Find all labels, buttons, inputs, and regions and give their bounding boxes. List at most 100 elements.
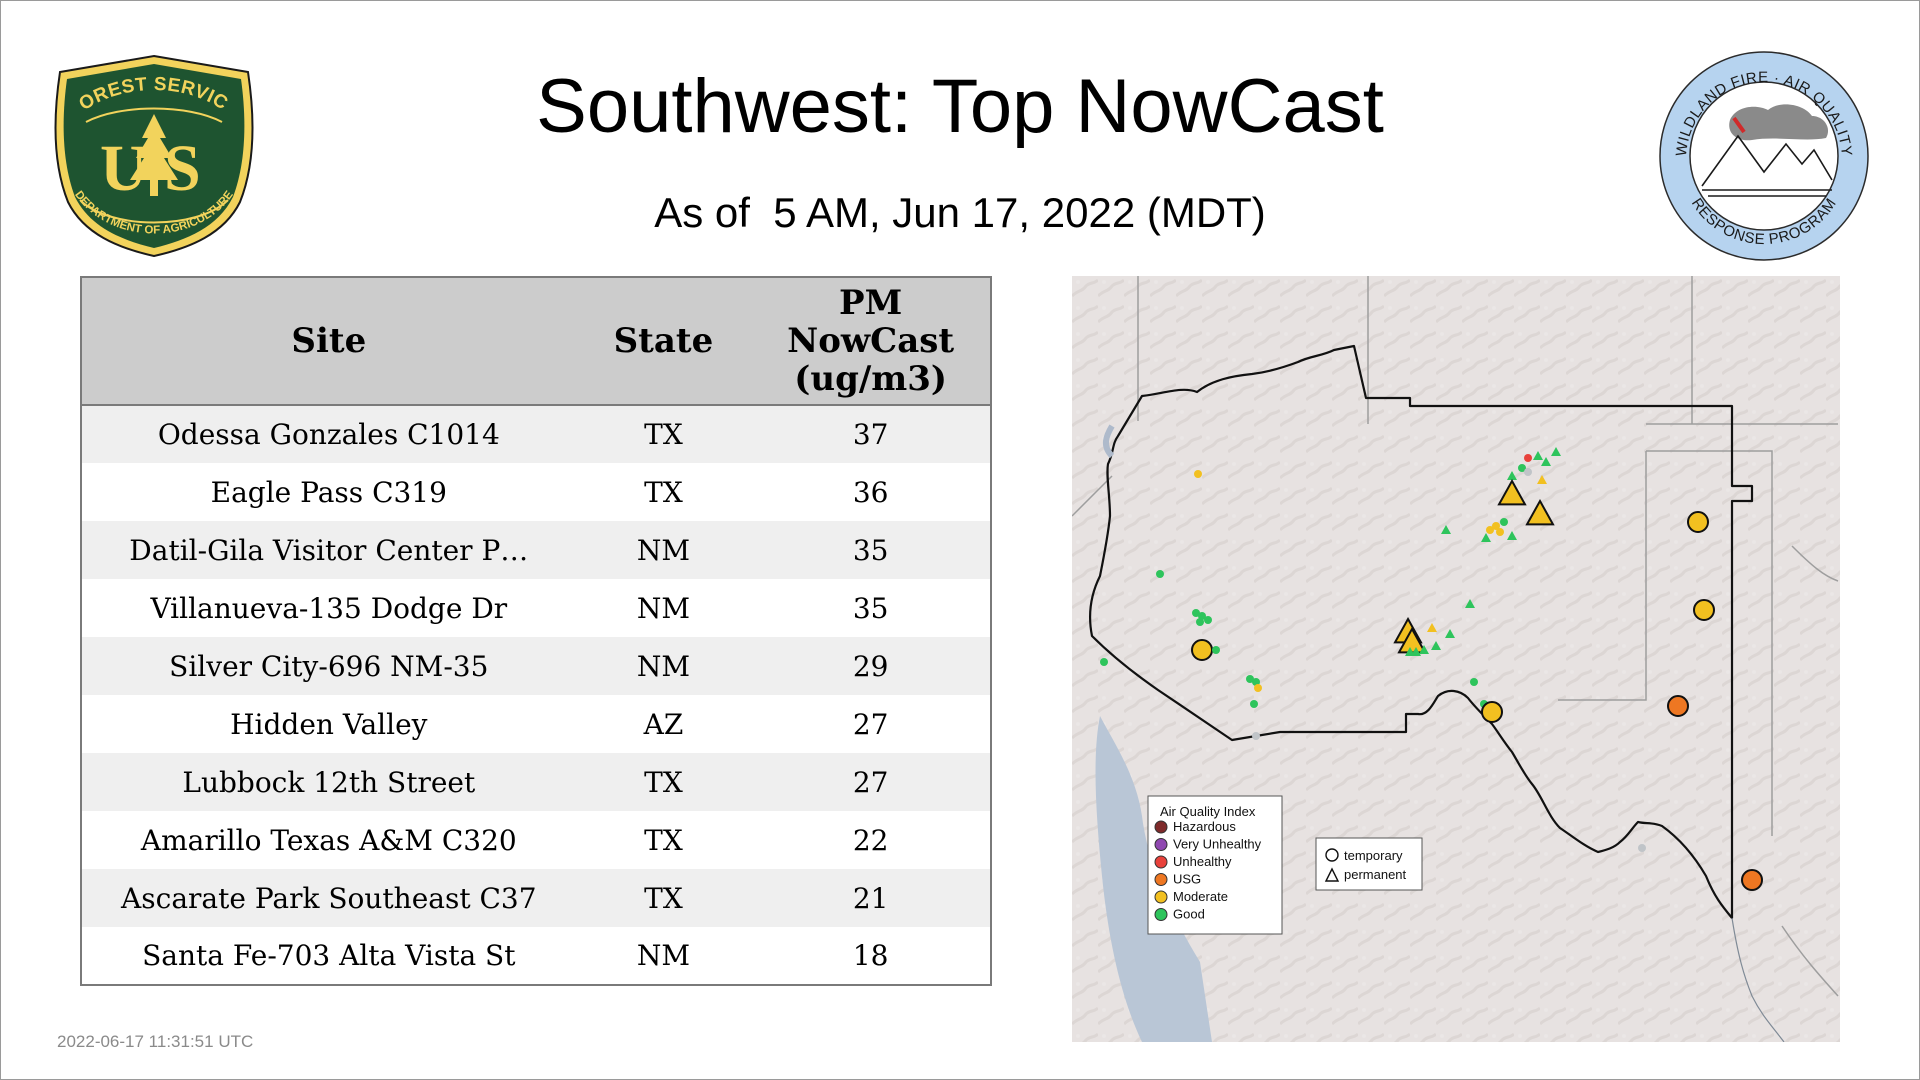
- permanent-monitor-marker: [1465, 599, 1475, 608]
- permanent-monitor-marker: [1441, 525, 1451, 534]
- permanent-monitor-marker: [1497, 478, 1527, 506]
- pm-value-cell: 27: [751, 695, 991, 753]
- temporary-monitor-marker: [1254, 684, 1262, 692]
- temporary-monitor-marker: [1500, 518, 1508, 526]
- temporary-monitor-marker: [1496, 528, 1504, 536]
- site-cell: Amarillo Texas A&M C320: [81, 811, 576, 869]
- table-row: Lubbock 12th Street TX 27: [81, 753, 991, 811]
- table-row: Hidden Valley AZ 27: [81, 695, 991, 753]
- map-markers: [1100, 447, 1763, 891]
- state-borders: [1072, 276, 1839, 997]
- site-cell: Santa Fe-703 Alta Vista St: [81, 927, 576, 985]
- site-cell: Silver City-696 NM-35: [81, 637, 576, 695]
- temporary-monitor-marker: [1252, 732, 1260, 740]
- state-cell: TX: [575, 811, 752, 869]
- site-cell: Villanueva-135 Dodge Dr: [81, 579, 576, 637]
- mountain-icon: [1701, 134, 1833, 197]
- temporary-monitor-marker: [1192, 609, 1200, 617]
- legend-swatch-unhealthy: [1154, 855, 1168, 869]
- state-cell: NM: [575, 579, 752, 637]
- legend-label: Very Unhealthy: [1173, 837, 1262, 852]
- legend-label: Unhealthy: [1173, 854, 1232, 869]
- table-row: Amarillo Texas A&M C320 TX 22: [81, 811, 991, 869]
- permanent-monitor-marker: [1533, 451, 1543, 460]
- site-cell: Ascarate Park Southeast C37: [81, 869, 576, 927]
- legend-swatch-moderate: [1154, 890, 1168, 904]
- pm-header-line-2: NowCast: [787, 321, 955, 361]
- table-row: Datil-Gila Visitor Center P… NM 35: [81, 521, 991, 579]
- site-cell: Hidden Valley: [81, 695, 576, 753]
- table-row: Silver City-696 NM-35 NM 29: [81, 637, 991, 695]
- temporary-monitor-marker: [1486, 526, 1494, 534]
- temporary-monitor-marker: [1194, 470, 1202, 478]
- table-row: Eagle Pass C319 TX 36: [81, 463, 991, 521]
- permanent-monitor-marker: [1537, 475, 1547, 484]
- column-header-site: Site: [81, 277, 576, 406]
- temporary-label: temporary: [1344, 848, 1403, 863]
- temporary-monitor-marker: [1693, 599, 1715, 621]
- pm-value-cell: 35: [751, 521, 991, 579]
- table-header-row: Site State PM NowCast (ug/m3): [81, 277, 991, 406]
- permanent-monitor-marker: [1541, 457, 1551, 466]
- legend-label: USG: [1173, 872, 1201, 887]
- permanent-monitor-marker: [1427, 623, 1437, 632]
- permanent-monitor-marker: [1525, 498, 1555, 526]
- temporary-monitor-marker: [1667, 695, 1689, 717]
- table-row: Villanueva-135 Dodge Dr NM 35: [81, 579, 991, 637]
- permanent-label: permanent: [1344, 867, 1407, 882]
- state-cell: TX: [575, 869, 752, 927]
- aqi-legend: Air Quality Index Hazardous Very Unhealth…: [1147, 795, 1283, 935]
- permanent-monitor-marker: [1507, 471, 1517, 480]
- temporary-monitor-marker: [1191, 639, 1213, 661]
- site-cell: Datil-Gila Visitor Center P…: [81, 521, 576, 579]
- temporary-monitor-marker: [1250, 700, 1258, 708]
- legend-swatch-usg: [1154, 873, 1168, 886]
- pm-value-cell: 18: [751, 927, 991, 985]
- temporary-monitor-marker: [1204, 616, 1212, 624]
- forest-service-logo: FOREST SERVICE DEPARTMENT OF AGRICULTURE…: [43, 36, 258, 258]
- page-subtitle: As of 5 AM, Jun 17, 2022 (MDT): [654, 189, 1266, 236]
- temporary-monitor-marker: [1741, 869, 1763, 891]
- permanent-monitor-marker: [1431, 641, 1441, 650]
- permanent-monitor-marker: [1551, 447, 1561, 456]
- permanent-monitor-marker: [1411, 647, 1421, 656]
- temporary-monitor-marker: [1481, 701, 1503, 723]
- permanent-triangle-icon: [1324, 867, 1340, 882]
- legend-label: Good: [1173, 907, 1205, 922]
- state-cell: TX: [575, 463, 752, 521]
- site-cell: Odessa Gonzales C1014: [81, 405, 576, 463]
- state-cell: NM: [575, 637, 752, 695]
- pine-tree-icon: [130, 114, 178, 196]
- region-outline: [1089, 344, 1754, 920]
- top-nowcast-table: Site State PM NowCast (ug/m3) Odessa Gon…: [80, 276, 992, 986]
- wildland-fire-logo: WILDLAND FIRE · AIR QUALITY RESPONSE PRO…: [1656, 48, 1872, 264]
- permanent-monitor-marker: [1445, 629, 1455, 638]
- pm-value-cell: 29: [751, 637, 991, 695]
- pm-value-cell: 27: [751, 753, 991, 811]
- temporary-monitor-marker: [1492, 522, 1500, 530]
- pm-value-cell: 37: [751, 405, 991, 463]
- temporary-monitor-marker: [1524, 454, 1532, 462]
- aqi-map: Air Quality Index Hazardous Very Unhealth…: [1072, 276, 1840, 1042]
- permanent-monitor-marker: [1507, 531, 1517, 540]
- temporary-monitor-marker: [1470, 678, 1478, 686]
- render-timestamp: 2022-06-17 11:31:51 UTC: [57, 1032, 254, 1051]
- flame-mark-icon: [1732, 116, 1746, 134]
- temporary-monitor-marker: [1518, 464, 1526, 472]
- temporary-monitor-marker: [1638, 844, 1646, 852]
- site-cell: Lubbock 12th Street: [81, 753, 576, 811]
- pm-value-cell: 22: [751, 811, 991, 869]
- temporary-monitor-marker: [1246, 675, 1254, 683]
- table-row: Santa Fe-703 Alta Vista St NM 18: [81, 927, 991, 985]
- pm-value-cell: 36: [751, 463, 991, 521]
- state-cell: TX: [575, 405, 752, 463]
- state-cell: NM: [575, 521, 752, 579]
- pm-value-cell: 35: [751, 579, 991, 637]
- temporary-monitor-marker: [1196, 618, 1204, 626]
- permanent-monitor-marker: [1481, 533, 1491, 542]
- pm-header-line-1: PM: [839, 283, 903, 323]
- legend-label: Hazardous: [1173, 819, 1236, 834]
- smoke-cloud-icon: [1729, 104, 1829, 141]
- state-cell: NM: [575, 927, 752, 985]
- permanent-monitor-marker: [1419, 645, 1429, 654]
